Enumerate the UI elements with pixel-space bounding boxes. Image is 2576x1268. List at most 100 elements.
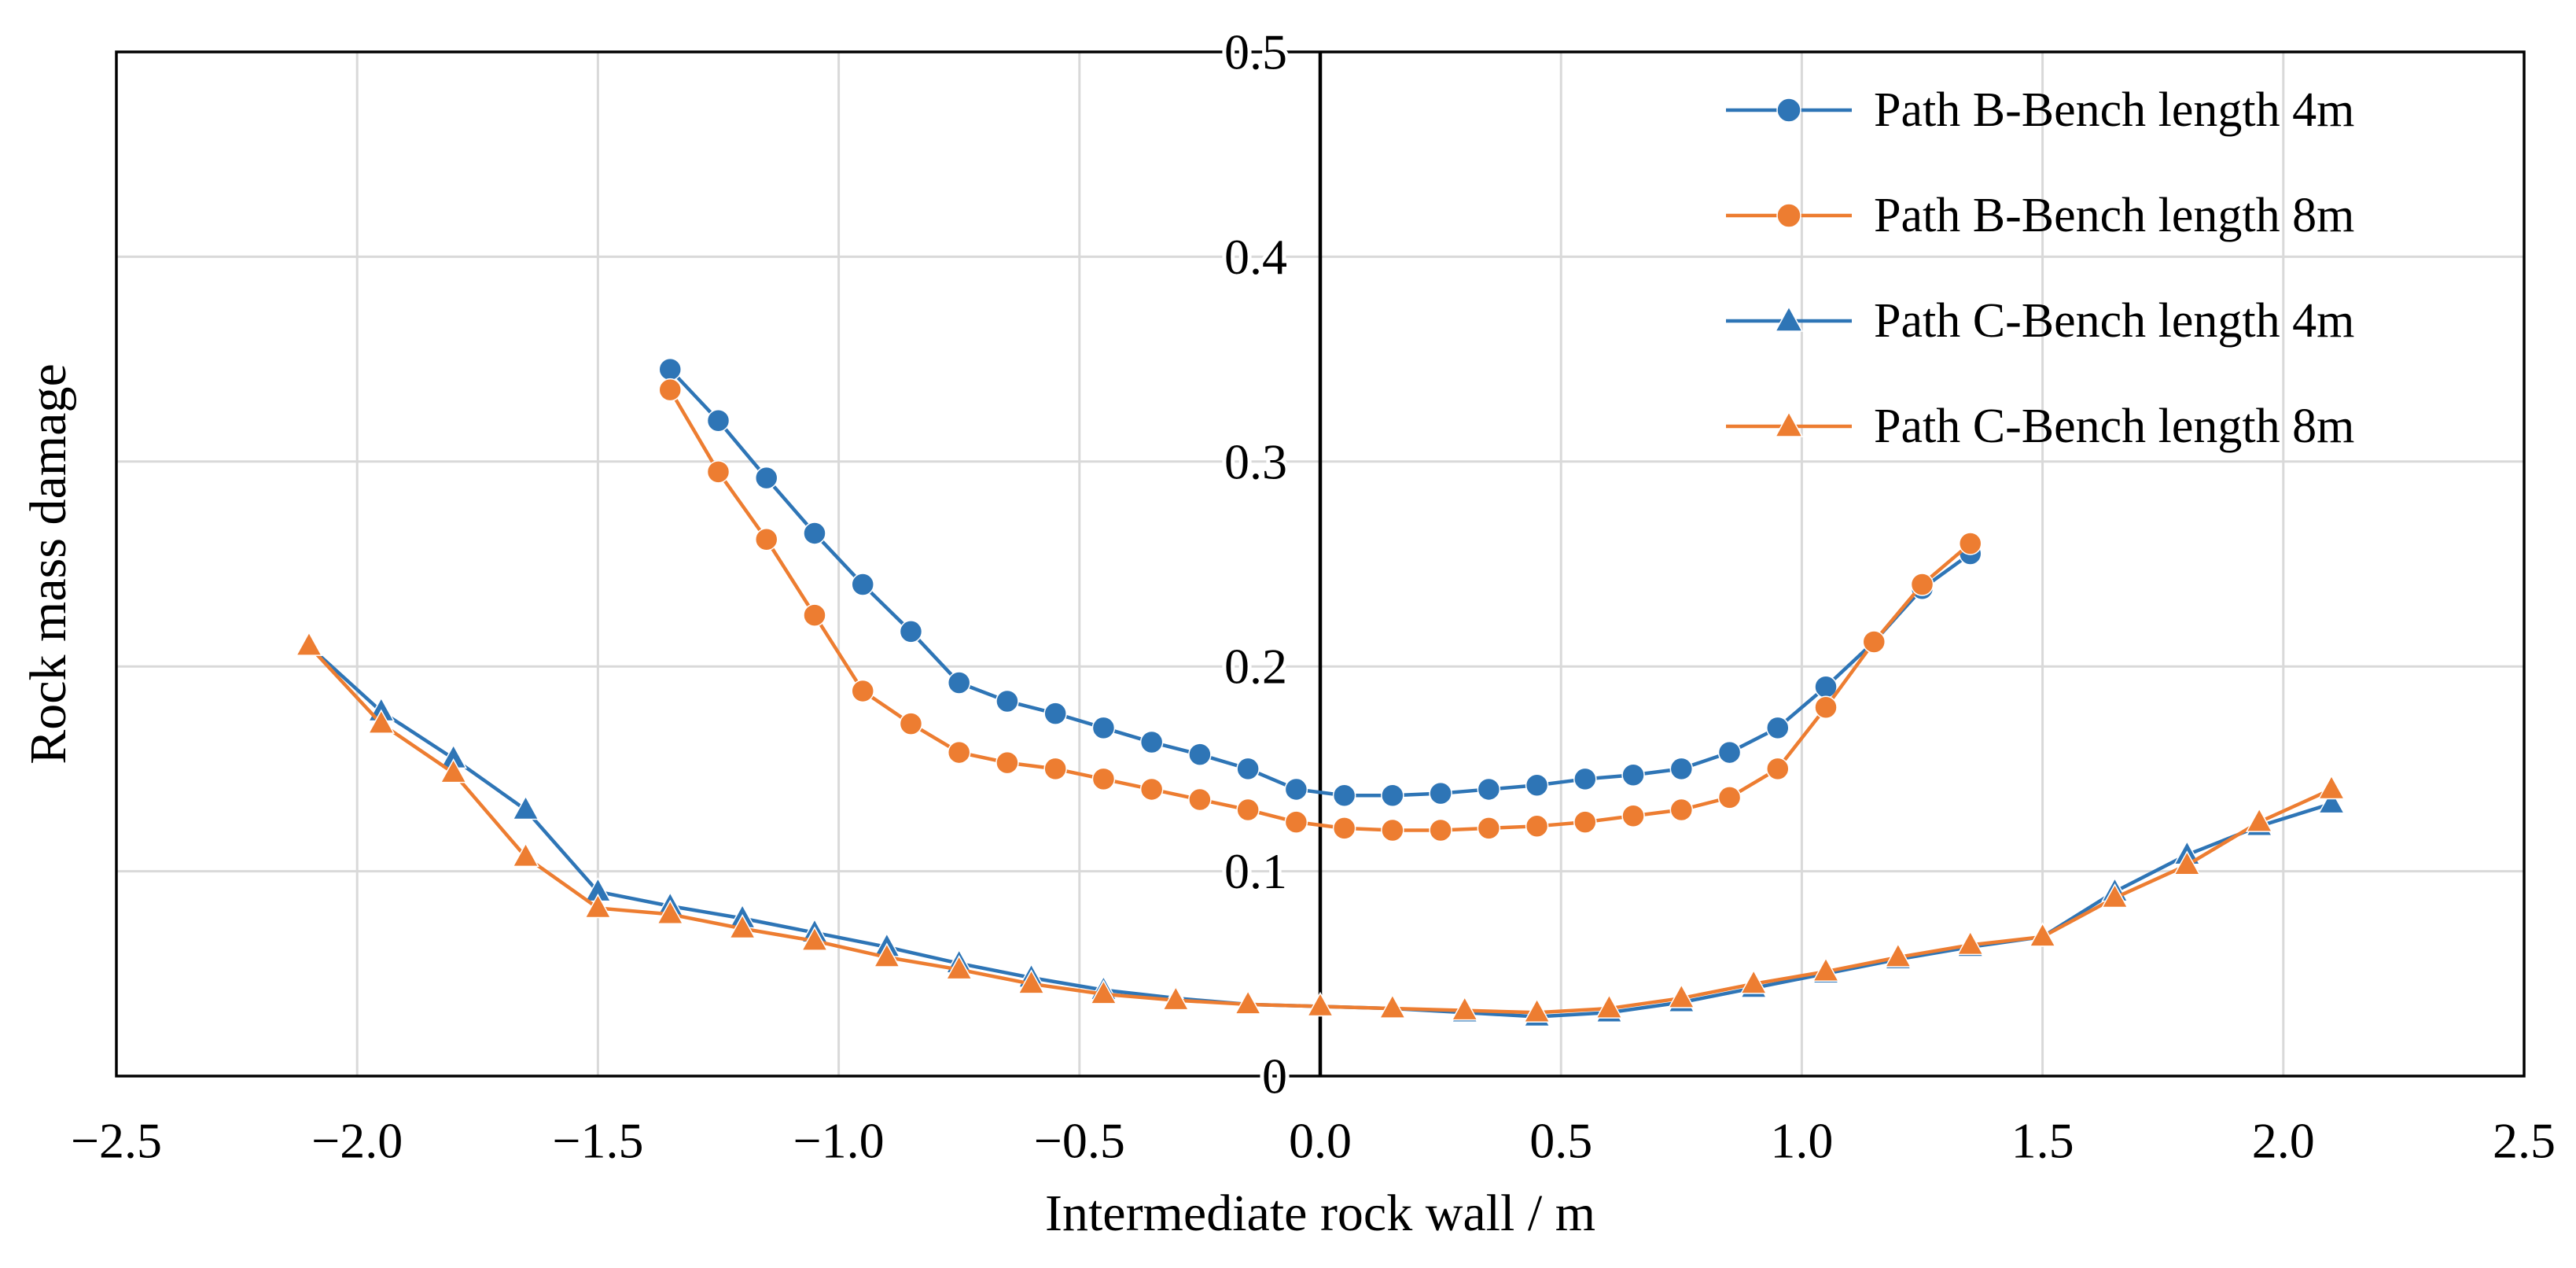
data-point-marker	[440, 758, 467, 783]
data-point-marker	[1139, 777, 1164, 802]
data-point-marker	[1043, 702, 1067, 725]
data-point-marker	[851, 679, 874, 703]
data-point-marker	[1091, 767, 1116, 791]
data-point-marker	[2317, 774, 2346, 800]
y-tick-label: 0.1	[1224, 843, 1287, 899]
series-2	[658, 378, 1982, 842]
data-point-marker	[1814, 695, 1838, 720]
data-point-marker	[1776, 98, 1801, 123]
data-point-marker	[367, 709, 396, 734]
series-line	[668, 389, 1972, 832]
data-point-marker	[1956, 930, 1985, 956]
data-point-marker	[1139, 730, 1164, 754]
data-point-marker	[947, 671, 971, 695]
data-point-marker	[1162, 986, 1190, 1011]
y-tick-label: 0.2	[1224, 639, 1287, 695]
series-1	[658, 357, 1982, 808]
data-point-marker	[1884, 942, 1912, 968]
data-point-marker	[803, 603, 826, 627]
data-point-marker	[800, 926, 829, 951]
data-point-marker	[1910, 573, 1934, 596]
data-point-marker	[1090, 979, 1117, 1004]
data-point-marker	[1381, 818, 1404, 842]
data-point-marker	[1573, 810, 1597, 834]
x-tick-label: 0.0	[1289, 1113, 1352, 1169]
data-point-marker	[1739, 969, 1768, 994]
data-point-marker	[706, 460, 730, 484]
x-tick-label: −2.0	[311, 1113, 403, 1169]
legend-label: Path C-Bench length 8m	[1874, 400, 2354, 453]
data-point-marker	[2029, 922, 2056, 947]
x-tick-labels: −2.5 −2.0 −1.5 −1.0 −0.5 0.0 0.5 1.0 1.5 2.0 2.5	[71, 1113, 2556, 1169]
data-point-marker	[1091, 716, 1116, 740]
data-point-marker	[1774, 305, 1804, 332]
data-point-marker	[1429, 818, 1452, 842]
data-point-marker	[1332, 783, 1356, 808]
data-point-marker	[658, 357, 683, 382]
data-point-marker	[512, 794, 539, 820]
data-point-marker	[1018, 969, 1045, 994]
y-tick-labels: 0 0.1 0.2 0.3 0.4 0.5	[1220, 20, 1291, 1108]
legend-entry: Path C-Bench length 4m	[1726, 294, 2354, 348]
data-point-marker	[899, 712, 923, 735]
data-point-marker	[1381, 783, 1404, 808]
data-point-marker	[1668, 983, 1695, 1008]
data-point-marker	[899, 620, 923, 643]
data-point-marker	[1621, 804, 1645, 828]
data-point-marker	[2317, 789, 2346, 814]
x-tick-label: 2.5	[2493, 1113, 2556, 1169]
x-tick-label: −1.5	[552, 1113, 643, 1169]
x-tick-label: 1.0	[1770, 1113, 1833, 1169]
x-axis-title: Intermediate rock wall / m	[1044, 1185, 1596, 1242]
series-4	[295, 631, 2346, 1023]
data-point-marker	[1776, 203, 1801, 228]
data-point-marker	[873, 942, 901, 968]
data-point-marker	[1234, 990, 1262, 1015]
y-tick-label: 0	[1262, 1049, 1287, 1104]
data-point-marker	[295, 631, 323, 656]
data-point-marker	[1812, 957, 1840, 982]
data-point-marker	[1862, 630, 1886, 654]
legend: Path B-Bench length 4m Path B-Bench lengt…	[1726, 83, 2354, 453]
data-point-marker	[947, 740, 971, 765]
data-point-marker	[995, 750, 1019, 775]
data-point-marker	[754, 528, 778, 551]
legend-label: Path B-Bench length 4m	[1874, 83, 2354, 137]
data-point-marker	[1774, 411, 1804, 437]
data-point-marker	[1595, 993, 1623, 1019]
data-point-marker	[1621, 763, 1645, 787]
data-point-marker	[1451, 996, 1478, 1021]
data-point-marker	[851, 573, 874, 596]
data-point-marker	[2245, 807, 2273, 832]
data-point-marker	[1332, 816, 1356, 840]
data-point-marker	[658, 378, 683, 402]
data-point-marker	[1525, 773, 1549, 797]
data-point-marker	[1525, 814, 1549, 839]
legend-label: Path B-Bench length 8m	[1874, 189, 2354, 242]
data-point-marker	[706, 408, 730, 433]
data-point-marker	[728, 913, 756, 939]
x-tick-label: −1.0	[793, 1113, 885, 1169]
series-line	[668, 368, 1972, 798]
data-point-marker	[754, 466, 778, 490]
x-tick-label: −0.5	[1034, 1113, 1125, 1169]
x-tick-label: 0.5	[1529, 1113, 1592, 1169]
data-point-marker	[512, 842, 539, 868]
x-tick-label: 1.5	[2011, 1113, 2074, 1169]
data-point-marker	[1236, 757, 1260, 781]
data-point-marker	[1766, 757, 1790, 781]
data-point-marker	[1477, 777, 1501, 802]
data-point-marker	[1573, 767, 1597, 791]
y-tick-label: 0.5	[1224, 24, 1287, 80]
x-tick-label: −2.5	[71, 1113, 162, 1169]
data-point-marker	[1477, 816, 1501, 840]
data-point-marker	[945, 955, 973, 980]
data-point-marker	[1043, 757, 1067, 781]
legend-entry: Path B-Bench length 4m	[1726, 83, 2354, 137]
data-point-marker	[1284, 777, 1308, 802]
data-point-marker	[1188, 743, 1212, 766]
data-point-marker	[584, 893, 612, 919]
x-tick-label: 2.0	[2252, 1113, 2315, 1169]
